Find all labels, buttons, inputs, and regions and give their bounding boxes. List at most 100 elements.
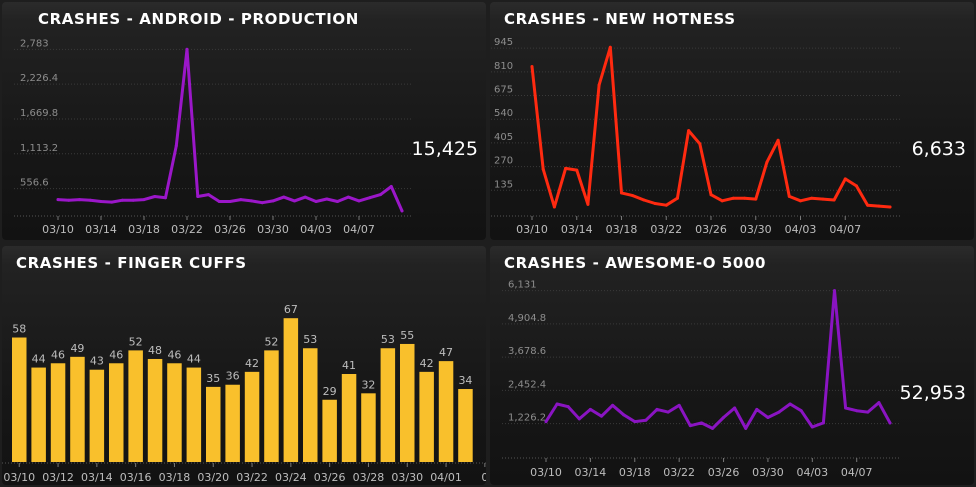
data-point <box>821 197 825 201</box>
total-count: 15,425 <box>411 138 478 160</box>
data-label: 47 <box>439 346 453 359</box>
data-label: 35 <box>206 372 220 385</box>
data-point <box>675 196 679 200</box>
bar <box>361 393 376 462</box>
y-tick-label: 2,226.4 <box>20 73 58 84</box>
x-tick-label: 04/03 <box>785 223 817 236</box>
data-point <box>174 144 178 148</box>
x-tick-label: 0 <box>481 471 486 484</box>
data-point <box>677 403 681 407</box>
data-point <box>722 416 726 420</box>
total-count: 52,953 <box>899 382 966 404</box>
data-point <box>303 195 307 199</box>
data-point <box>389 184 393 188</box>
data-label: 53 <box>303 333 317 346</box>
x-tick-label: 03/22 <box>663 466 695 479</box>
bar <box>50 363 66 462</box>
x-tick-label: 04/03 <box>300 223 332 236</box>
x-tick-label: 03/30 <box>257 223 289 236</box>
data-point <box>644 418 648 422</box>
data-point <box>314 199 318 203</box>
x-tick-label: 03/26 <box>214 223 246 236</box>
data-point <box>810 196 814 200</box>
data-point <box>196 194 200 198</box>
bar <box>167 363 182 462</box>
y-tick-label: 540 <box>494 108 513 119</box>
bar <box>380 348 396 462</box>
y-tick-label: 405 <box>494 132 513 143</box>
data-point <box>541 167 545 171</box>
y-tick-label: 945 <box>494 37 513 48</box>
x-tick-label: 04/07 <box>841 466 873 479</box>
y-tick-label: 2,452.4 <box>508 379 546 390</box>
data-label: 67 <box>284 303 298 316</box>
y-tick-label: 2,783 <box>20 38 49 49</box>
x-tick-label: 03/20 <box>197 471 229 484</box>
data-point <box>843 177 847 181</box>
data-point <box>555 402 559 406</box>
data-point <box>131 198 135 202</box>
bar <box>283 318 299 462</box>
data-point <box>564 166 568 170</box>
data-point <box>821 421 825 425</box>
data-point <box>743 196 747 200</box>
bar <box>400 343 415 462</box>
x-tick-label: 03/22 <box>236 471 268 484</box>
y-tick-label: 6,131 <box>508 280 537 291</box>
y-tick-label: 270 <box>494 156 513 167</box>
data-point <box>325 197 329 201</box>
data-point <box>207 193 210 197</box>
data-label: 42 <box>420 357 434 370</box>
x-tick-label: 03/18 <box>128 223 160 236</box>
y-tick-label: 3,678.6 <box>508 346 546 357</box>
data-point <box>544 420 548 424</box>
data-point <box>866 203 870 207</box>
data-point <box>260 201 264 205</box>
bar <box>322 399 337 462</box>
data-point <box>586 202 590 206</box>
bar <box>419 371 434 462</box>
data-point <box>597 83 601 87</box>
panel-finger-cuffs: CRASHES - FINGER CUFFS 58 44 46 49 43 46 52 48 4… <box>2 246 486 485</box>
y-tick-label: 4,904.8 <box>508 313 546 324</box>
x-tick-label: 03/18 <box>619 466 651 479</box>
x-tick-label: 03/14 <box>85 223 117 236</box>
x-tick-label: 03/14 <box>561 223 593 236</box>
data-point <box>699 421 703 425</box>
data-point <box>888 421 892 425</box>
bar <box>70 356 85 462</box>
x-tick-label: 03/26 <box>314 471 346 484</box>
data-point <box>787 194 791 198</box>
data-point <box>788 402 792 406</box>
data-label: 48 <box>148 344 162 357</box>
data-label: 43 <box>90 355 104 368</box>
panel-android-production: CRASHES - ANDROID - PRODUCTION 556.6 1,11… <box>2 2 486 240</box>
data-point <box>799 409 803 413</box>
bar <box>31 367 46 462</box>
data-point <box>530 65 534 69</box>
data-point <box>379 193 382 197</box>
y-tick-label: 810 <box>494 61 513 72</box>
x-tick-label: 03/22 <box>650 223 682 236</box>
data-label: 55 <box>400 329 414 342</box>
data-point <box>142 198 146 202</box>
data-point <box>271 199 275 203</box>
data-label: 42 <box>245 357 259 370</box>
data-point <box>121 198 124 202</box>
x-tick-label: 03/10 <box>3 471 35 484</box>
data-point <box>599 414 603 418</box>
data-point <box>357 199 361 203</box>
data-point <box>185 47 189 51</box>
x-tick-label: 04/03 <box>796 466 828 479</box>
data-point <box>720 199 724 203</box>
series-line <box>530 45 892 209</box>
data-label: 34 <box>458 374 472 387</box>
data-label: 46 <box>109 348 123 361</box>
bar <box>458 389 473 462</box>
total-count: 6,633 <box>911 138 966 160</box>
data-point <box>666 410 670 414</box>
data-label: 29 <box>323 385 337 398</box>
y-tick-label: 1,669.8 <box>20 108 58 119</box>
x-tick-label: 03/26 <box>695 223 727 236</box>
x-tick-label: 04/01 <box>430 471 462 484</box>
